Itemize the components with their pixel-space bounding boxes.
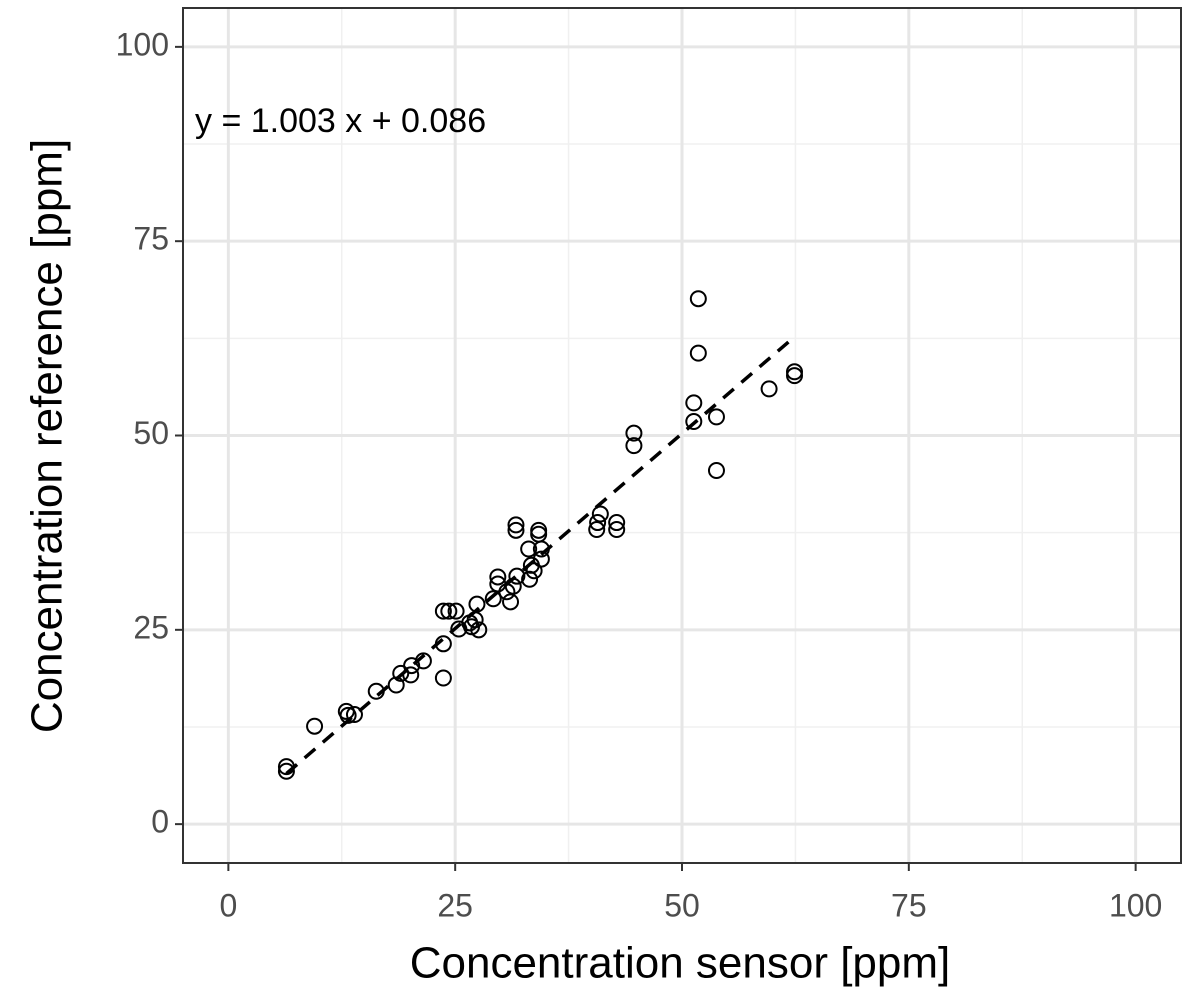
- point: [588, 521, 606, 539]
- point: [440, 602, 458, 620]
- x-tick-label: 100: [1109, 887, 1162, 923]
- point: [508, 567, 526, 585]
- point: [403, 657, 421, 675]
- point: [625, 424, 643, 442]
- point: [760, 380, 778, 398]
- point: [345, 706, 363, 724]
- point: [277, 762, 295, 780]
- point: [707, 461, 725, 479]
- y-tick-label: 0: [151, 804, 169, 840]
- point: [532, 540, 550, 558]
- x-tick-label: 75: [891, 887, 927, 923]
- fit-line: [285, 335, 796, 775]
- point: [306, 717, 324, 735]
- point: [339, 706, 357, 724]
- point: [689, 290, 707, 308]
- point: [589, 514, 607, 532]
- point: [434, 602, 452, 620]
- point: [434, 635, 452, 653]
- x-tick-label: 25: [437, 887, 473, 923]
- point: [685, 413, 703, 431]
- point: [367, 682, 385, 700]
- x-tick-label: 50: [664, 887, 700, 923]
- point: [689, 344, 707, 362]
- point: [707, 408, 725, 426]
- point: [625, 437, 643, 455]
- point: [608, 514, 626, 532]
- point: [277, 758, 295, 776]
- y-tick-label: 50: [133, 415, 169, 451]
- point: [507, 516, 525, 534]
- point: [504, 577, 522, 595]
- point: [530, 521, 548, 539]
- point: [786, 367, 804, 385]
- point: [591, 505, 609, 523]
- point: [532, 550, 550, 568]
- point: [470, 621, 488, 639]
- point: [402, 666, 420, 684]
- y-tick-label: 100: [116, 26, 169, 62]
- y-axis-title: Concentration reference [ppm]: [23, 139, 72, 733]
- x-tick-label: 0: [219, 887, 237, 923]
- point: [468, 595, 486, 613]
- x-axis-title: Concentration sensor [ppm]: [410, 939, 951, 988]
- panel-border: [182, 7, 1182, 864]
- point: [484, 590, 502, 608]
- point: [520, 540, 538, 558]
- point: [507, 521, 525, 539]
- point: [489, 568, 507, 586]
- y-tick-label: 25: [133, 609, 169, 645]
- point: [387, 676, 405, 694]
- point: [685, 394, 703, 412]
- point: [414, 652, 432, 670]
- equation: y = 1.003 x + 0.086: [195, 102, 486, 140]
- point: [434, 669, 452, 687]
- y-tick-label: 75: [133, 221, 169, 257]
- point: [608, 521, 626, 539]
- point: [447, 602, 465, 620]
